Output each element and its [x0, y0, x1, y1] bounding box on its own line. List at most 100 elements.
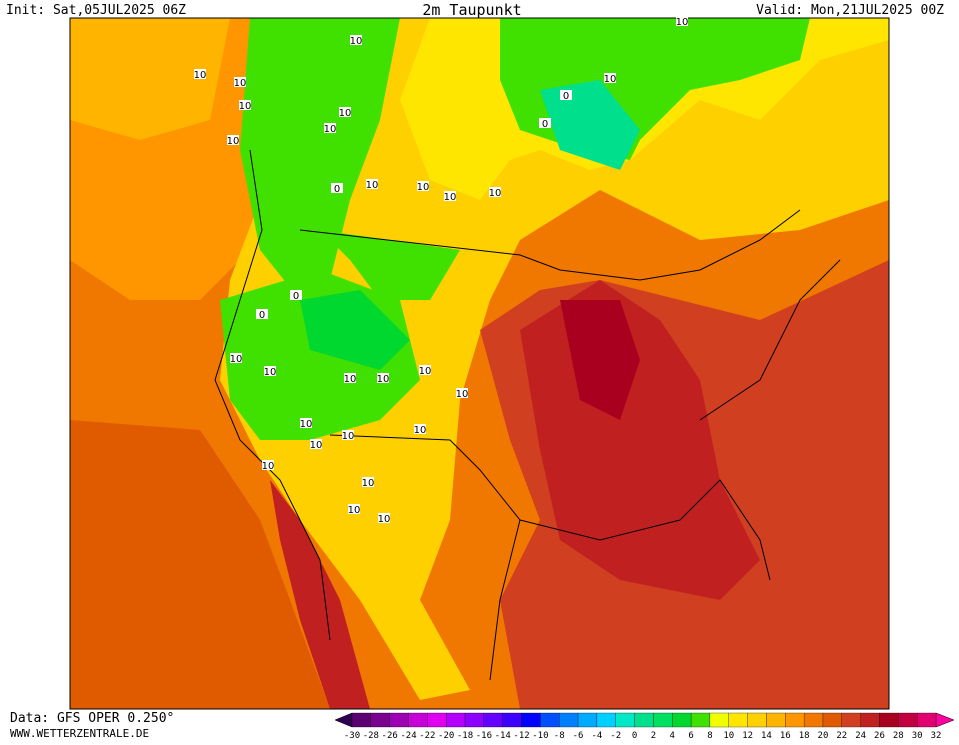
- contour-label: 10: [310, 440, 323, 451]
- colorbar-label: -12: [513, 731, 529, 741]
- colorbar-swatch: [879, 712, 899, 728]
- colorbar-label: -28: [363, 731, 379, 741]
- colorbar-swatch: [577, 712, 598, 728]
- contour-label: 10: [378, 514, 391, 525]
- contour-label: 10: [300, 419, 313, 430]
- colorbar-swatch: [446, 712, 466, 728]
- colorbar-swatch: [540, 712, 560, 728]
- colorbar-label: 4: [670, 731, 675, 741]
- colorbar-label: -24: [400, 731, 416, 741]
- contour-label: 10: [342, 431, 355, 442]
- contour-label-box: [417, 181, 429, 191]
- contour-label-box: [300, 418, 312, 428]
- colorbar-swatch: [672, 712, 692, 728]
- contour-label-box: [339, 107, 351, 117]
- contour-label-box: [489, 187, 501, 197]
- contour-label: 0: [293, 291, 299, 302]
- contour-label-box: [378, 513, 390, 523]
- colorbar: -30 -28 -26 -24 -22 -20 -18 -16 -14 -12 -10 -8 -6 -4-…: [334, 712, 955, 741]
- contour-label-box: [264, 366, 276, 376]
- contour-label-box: [560, 90, 572, 100]
- contour-label-box: [377, 373, 389, 383]
- init-time: Init: Sat,05JUL2025 06Z: [6, 3, 186, 18]
- colorbar-label: 32: [931, 731, 942, 741]
- contour-label-box: [324, 123, 336, 133]
- colorbar-label: 20: [818, 731, 829, 741]
- colorbar-swatch: [785, 712, 805, 728]
- colorbar-label: -6: [573, 731, 584, 741]
- contour-label: 10: [234, 78, 247, 89]
- contour-label-box: [290, 290, 302, 300]
- colorbar-label: 0: [632, 731, 637, 741]
- colorbar-swatch: [559, 712, 579, 728]
- colorbar-swatch: [898, 712, 918, 728]
- contour-label: 10: [339, 108, 352, 119]
- contour-label-box: [194, 69, 206, 79]
- contour-label: 10: [444, 192, 457, 203]
- contour-label: 10: [348, 505, 361, 516]
- contour-label: 10: [377, 374, 390, 385]
- colorbar-label: -4: [591, 731, 602, 741]
- colorbar-swatch: [803, 712, 824, 728]
- colorbar-swatch: [917, 712, 937, 728]
- contour-label: 10: [362, 478, 375, 489]
- colorbar-label: 16: [780, 731, 791, 741]
- colorbar-swatch: [860, 712, 880, 728]
- contour-label: 10: [489, 188, 502, 199]
- map-title: 2m Taupunkt: [422, 1, 521, 19]
- colorbar-label: -10: [532, 731, 548, 741]
- colorbar-label: 22: [836, 731, 847, 741]
- colorbar-label: -18: [457, 731, 473, 741]
- contour-label-box: [256, 309, 268, 319]
- colorbar-swatch: [728, 712, 748, 728]
- colorbar-label: 24: [855, 731, 866, 741]
- contour-label: 10: [344, 374, 357, 385]
- colorbar-swatch: [766, 712, 786, 728]
- contour-label: 0: [563, 91, 569, 102]
- contour-label-box: [456, 388, 468, 398]
- contour-label: 0: [334, 184, 340, 195]
- contour-label-box: [234, 77, 246, 87]
- contour-label-box: [444, 191, 456, 201]
- contour-label: 10: [417, 182, 430, 193]
- colorbar-label: 14: [761, 731, 772, 741]
- colorbar-swatch: [370, 712, 390, 728]
- contour-label-box: [262, 460, 274, 470]
- colorbar-swatch: [634, 712, 654, 728]
- colorbar-label: 10: [723, 731, 734, 741]
- contour-label: 10: [414, 425, 427, 436]
- contour-label: 0: [259, 310, 265, 321]
- contour-label-box: [348, 504, 360, 514]
- colorbar-label: -8: [554, 731, 565, 741]
- website: WWW.WETTERZENTRALE.DE: [10, 727, 149, 740]
- colorbar-swatch: [408, 712, 428, 728]
- contour-label: 10: [194, 70, 207, 81]
- colorbar-swatch: [615, 712, 635, 728]
- colorbar-swatch: [464, 712, 485, 728]
- colorbar-swatch: [427, 712, 447, 728]
- map: 10 10 10 10 10 0 0 10 10 10 0 10 10 10 10 10 0 0 10 10 10 10 1…: [69, 16, 890, 710]
- colorbar-swatch: [653, 712, 673, 728]
- colorbar-swatch: [596, 712, 616, 728]
- colorbar-swatch: [841, 712, 861, 728]
- contour-label: 10: [230, 354, 243, 365]
- contour-label-box: [344, 373, 356, 383]
- colorbar-label: -20: [438, 731, 454, 741]
- colorbar-label: 26: [874, 731, 885, 741]
- colorbar-label: 18: [799, 731, 810, 741]
- contour-label: 10: [350, 36, 363, 47]
- contour-label-box: [350, 35, 362, 45]
- colorbar-swatch: [521, 712, 541, 728]
- colorbar-low-arrow: [334, 712, 353, 728]
- data-source: Data: GFS OPER 0.250°: [10, 711, 174, 726]
- contour-label-box: [239, 100, 251, 110]
- contour-label: 10: [419, 366, 432, 377]
- colorbar-label: 30: [912, 731, 923, 741]
- contour-label: 10: [366, 180, 379, 191]
- colorbar-label: -2: [610, 731, 621, 741]
- contour-label: 0: [542, 119, 548, 130]
- contour-label-box: [419, 365, 431, 375]
- contour-label: 10: [676, 17, 689, 28]
- contour-label: 10: [262, 461, 275, 472]
- contour-label-box: [414, 424, 426, 434]
